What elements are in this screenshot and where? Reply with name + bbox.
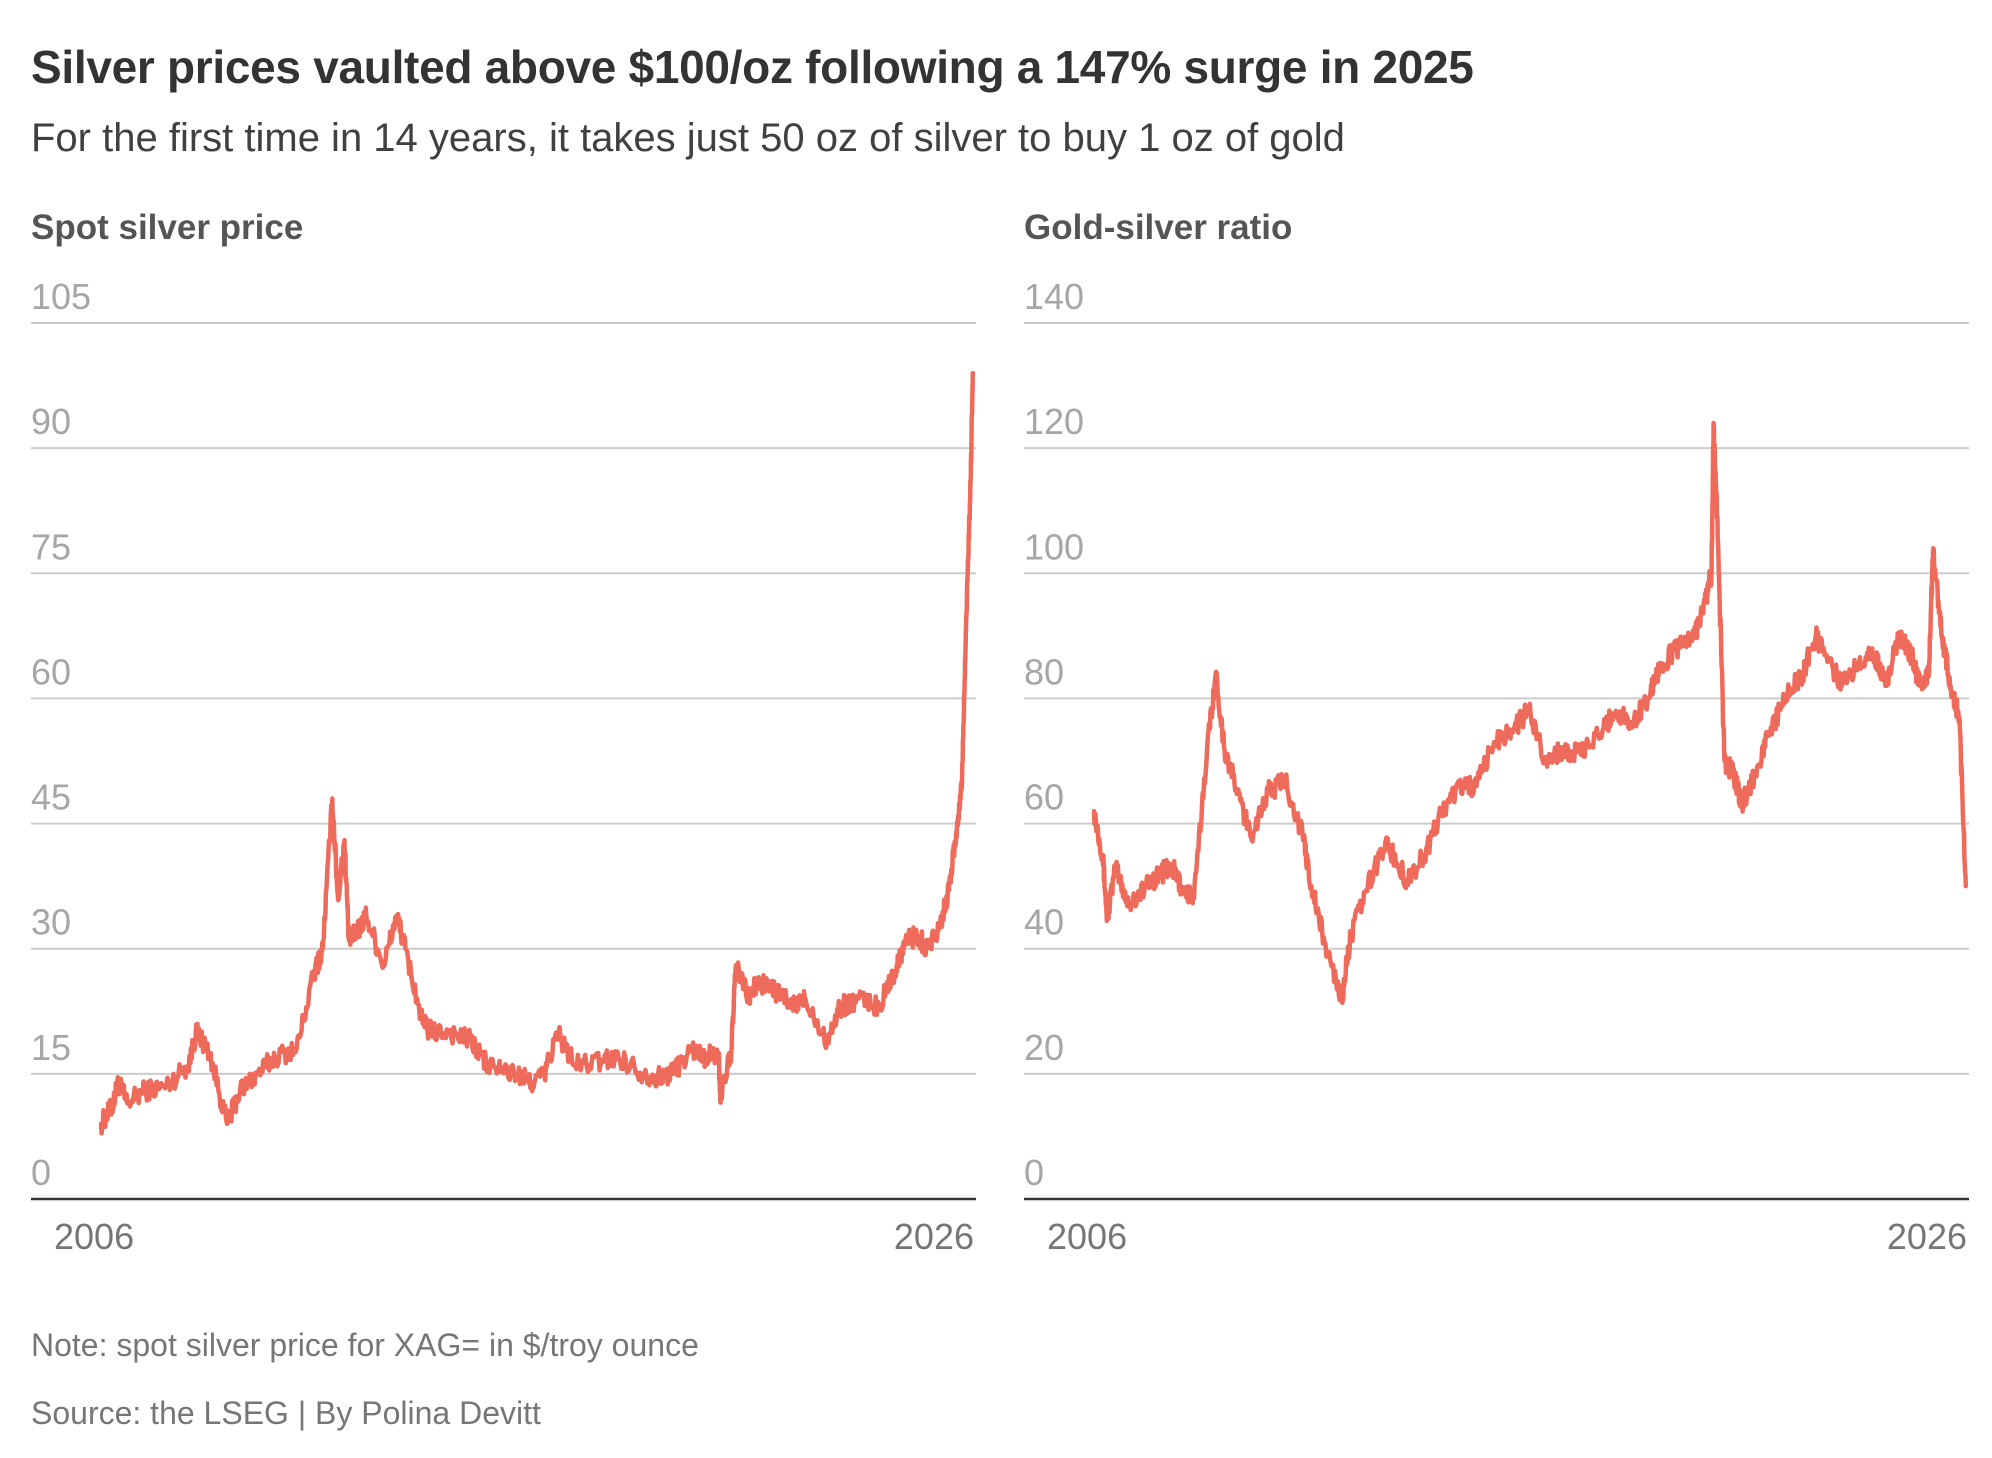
- x-tick-label-start: 2006: [1047, 1216, 1127, 1257]
- y-tick-label: 30: [31, 902, 71, 943]
- x-tick-label-end: 2026: [894, 1216, 974, 1257]
- chart-source: Source: the LSEG | By Polina Devitt: [31, 1395, 541, 1431]
- chart-subtitle: For the first time in 14 years, it takes…: [31, 116, 1345, 160]
- series-line: [98, 370, 976, 1136]
- y-tick-label: 75: [31, 526, 71, 567]
- y-tick-label: 45: [31, 777, 71, 818]
- y-tick-label: 0: [31, 1152, 51, 1193]
- y-tick-label: 80: [1024, 651, 1064, 692]
- chart-note: Note: spot silver price for XAG= in $/tr…: [31, 1327, 699, 1363]
- y-tick-label: 60: [1024, 777, 1064, 818]
- gold-silver-ratio-chart: 0 20 40 60 80 100 120 140 2006 2026: [1024, 276, 1969, 1257]
- silver-price-chart: 0 15 30 45 60 75 90 105 2006 2026: [31, 276, 976, 1257]
- x-tick-label-start: 2006: [54, 1216, 134, 1257]
- y-tick-label: 0: [1024, 1152, 1044, 1193]
- y-tick-label: 105: [31, 276, 91, 317]
- y-tick-label: 20: [1024, 1027, 1064, 1068]
- panel-title-gold-silver-ratio: Gold-silver ratio: [1024, 208, 1293, 247]
- y-tick-label: 60: [31, 651, 71, 692]
- y-tick-label: 100: [1024, 526, 1084, 567]
- panel-title-silver-price: Spot silver price: [31, 208, 304, 247]
- y-tick-label: 90: [31, 401, 71, 442]
- y-tick-label: 40: [1024, 902, 1064, 943]
- y-tick-label: 140: [1024, 276, 1084, 317]
- y-tick-label: 120: [1024, 401, 1084, 442]
- series-line: [1091, 420, 1969, 1006]
- y-tick-label: 15: [31, 1027, 71, 1068]
- chart-title: Silver prices vaulted above $100/oz foll…: [31, 41, 1474, 93]
- x-tick-label-end: 2026: [1887, 1216, 1967, 1257]
